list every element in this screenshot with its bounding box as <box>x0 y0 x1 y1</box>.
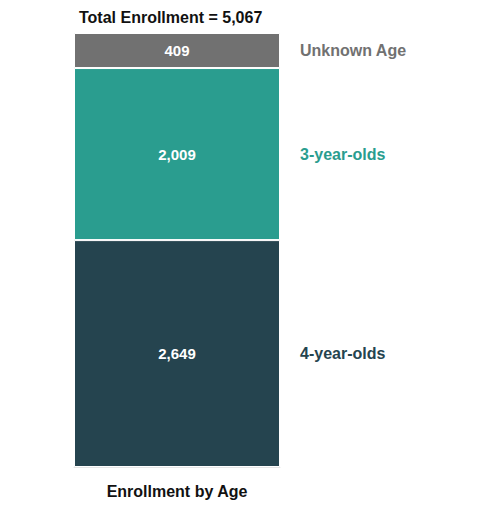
svg-text:Unknown Age: Unknown Age <box>300 42 406 59</box>
svg-text:Enrollment by Age: Enrollment by Age <box>107 483 248 500</box>
svg-text:Total Enrollment = 5,067: Total Enrollment = 5,067 <box>79 9 262 26</box>
svg-text:4-year-olds: 4-year-olds <box>300 345 385 362</box>
svg-text:2,649: 2,649 <box>158 345 196 362</box>
svg-text:409: 409 <box>164 42 189 59</box>
svg-text:2,009: 2,009 <box>158 146 196 163</box>
svg-text:3-year-olds: 3-year-olds <box>300 146 385 163</box>
